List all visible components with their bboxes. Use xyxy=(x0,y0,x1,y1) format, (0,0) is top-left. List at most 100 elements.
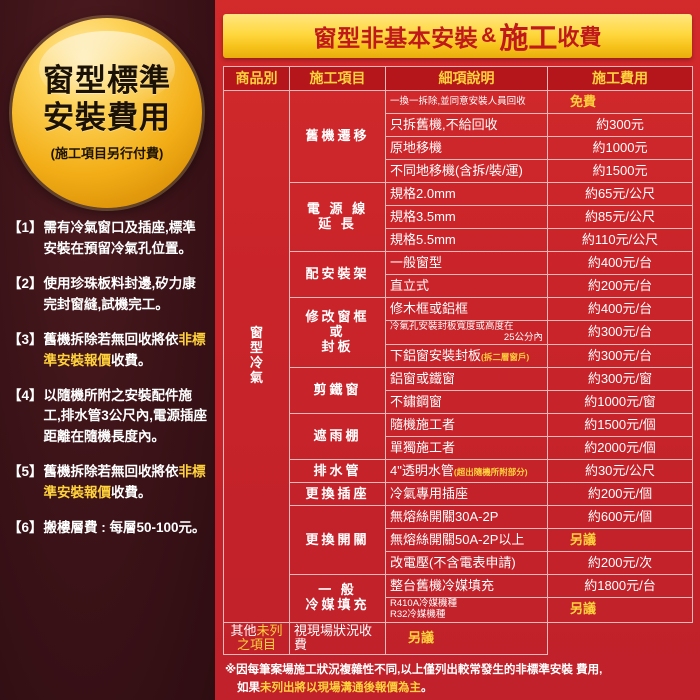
price-cell: 另議 xyxy=(547,597,693,623)
price-cell: 約400元/台 xyxy=(547,297,693,321)
price-cell: 約85元/公尺 xyxy=(547,205,693,229)
other-label-highlight: 未列之項目 xyxy=(236,622,283,653)
table-row: 直立式 約200元/台 xyxy=(224,274,693,298)
note-item-3: 【3】 舊機拆除若無回收將依非標準安裝報價收費。 xyxy=(8,330,209,372)
detail-cell: 規格5.5mm xyxy=(385,228,548,252)
detail-cell: R410A冷媒機種 R32冷媒機種 xyxy=(385,597,548,623)
note-item-5: 【5】 舊機拆除若無回收將依非標準安裝報價收費。 xyxy=(8,462,209,504)
group-label-other-items: 其他未列之項目 xyxy=(223,621,290,656)
right-panel: 窗型非基本安裝 & 施工 收費 商品別 施工項目 細項說明 施工費用 xyxy=(215,0,700,700)
group-label-mounting-bracket: 配安裝架 xyxy=(289,251,386,298)
table-row: 排水管 4"透明水管(超出隨機所附部分) 約30元/公尺 xyxy=(224,459,693,484)
detail-line-2: R32冷媒機種 xyxy=(390,608,446,620)
detail-line-2: 25公分內 xyxy=(503,331,543,343)
footnote-line-2: 如果未列出將以現場溝通後報價為主。 xyxy=(225,680,690,698)
table-row: R410A冷媒機種 R32冷媒機種 另議 xyxy=(224,597,693,623)
detail-tag: (拆二層窗戶) xyxy=(481,351,530,362)
table-row: 配安裝架 一般窗型 約400元/台 xyxy=(224,251,693,298)
table-row: 修改窗框 或 封板 修木框或鋁框 約400元/台 xyxy=(224,296,693,369)
badge-subtitle: (施工項目另行付費) xyxy=(50,145,164,161)
product-label-char-1: 窗 xyxy=(249,325,263,341)
table-row: 改電壓(不含電表申請) 約200元/次 xyxy=(224,551,693,576)
note-text: 搬樓層費 : 每層50-100元。 xyxy=(43,520,206,536)
title-part-b: 施工 xyxy=(499,23,558,55)
note-number: 【4】 xyxy=(8,387,43,403)
detail-cell: 冷氣孔安裝封板寬度或高度在 25公分內 xyxy=(385,319,548,346)
price-cell: 約200元/次 xyxy=(547,551,693,576)
table-row: 無熔絲開關50A-2P以上 另議 xyxy=(224,528,693,553)
price-cell: 約1000元 xyxy=(547,136,693,160)
group-label-power-cord-extension: 電 源 線 延 長 xyxy=(289,182,386,252)
group-label-cut-iron-window: 剪鐵窗 xyxy=(289,367,386,415)
detail-cell: 視現場狀況收費 xyxy=(289,621,386,656)
detail-cell: 不鏽鋼窗 xyxy=(385,390,548,415)
price-cell: 約400元/台 xyxy=(547,251,693,275)
note-number: 【2】 xyxy=(8,275,43,291)
standard-install-badge: 窗型標準 安裝費用 (施工項目另行付費) xyxy=(12,18,202,208)
badge-line-1: 窗型標準 xyxy=(43,63,171,99)
note-text-post: 收費。 xyxy=(111,485,152,501)
note-text-post: 收費。 xyxy=(111,352,152,368)
table-row: 遮雨棚 隨機施工者 約1500元/個 xyxy=(224,413,693,461)
note-number: 【3】 xyxy=(8,331,43,347)
detail-cell: 原地移機 xyxy=(385,136,548,160)
footnote-pre: 如果 xyxy=(237,682,260,695)
price-cell: 約2000元/個 xyxy=(547,436,693,461)
price-cell: 另議 xyxy=(547,528,693,553)
note-text: 需有冷氣窗口及插座,標準安裝在預留冷氣孔位置。 xyxy=(43,220,196,256)
group-label-refrigerant-fill: 一 般 冷媒填充 xyxy=(289,574,386,623)
price-cell: 約200元/個 xyxy=(547,482,693,507)
group-label-line-2: 冷媒填充 xyxy=(305,597,370,613)
group-label-replace-breaker: 更換開關 xyxy=(289,505,386,576)
detail-line-1: R410A冷媒機種 xyxy=(390,598,458,610)
group-label-rain-shelter: 遮雨棚 xyxy=(289,413,386,461)
detail-text: 下鋁窗安裝封板 xyxy=(390,347,482,363)
price-cell: 約600元/個 xyxy=(547,505,693,530)
group-label-replace-socket: 更換插座 xyxy=(289,482,386,507)
note-text: 使用珍珠板料封邊,矽力康完封窗縫,試機完工。 xyxy=(43,275,196,312)
table-row: 不同地移機(含拆/裝/運) 約1500元 xyxy=(224,159,693,183)
footnote-highlight: 未列出將以現場溝通後報價為主 xyxy=(260,682,421,695)
note-text-pre: 舊機拆除若無回收將依 xyxy=(43,331,179,347)
detail-cell: 規格2.0mm xyxy=(385,182,548,206)
price-cell: 約110元/公尺 xyxy=(547,228,693,252)
product-label-char-3: 冷 xyxy=(249,355,263,371)
table-row: 原地移機 約1000元 xyxy=(224,136,693,160)
table-row: 一 般 冷媒填充 整台舊機冷媒填充 約1800元/台 xyxy=(224,574,693,623)
detail-cell: 改電壓(不含電表申請) xyxy=(385,551,548,576)
note-text: 舊機拆除若無回收將依非標準安裝報價收費。 xyxy=(44,462,209,504)
detail-cell: 整台舊機冷媒填充 xyxy=(385,574,548,599)
group-label-line-3: 封板 xyxy=(321,339,354,355)
price-cell: 約200元/台 xyxy=(547,274,693,298)
note-text-highlight: 非標準安裝報價 xyxy=(43,331,206,368)
table-row: 更換插座 冷氣專用插座 約200元/個 xyxy=(224,482,693,507)
price-cell: 約1000元/窗 xyxy=(547,390,693,415)
detail-cell: 4"透明水管(超出隨機所附部分) xyxy=(385,459,548,484)
group-label-old-unit-relocation: 舊機遷移 xyxy=(289,90,386,183)
detail-cell: 冷氣專用插座 xyxy=(385,482,548,507)
table-row: 規格5.5mm 約110元/公尺 xyxy=(224,228,693,252)
note-text: 舊機拆除若無回收將依非標準安裝報價收費。 xyxy=(44,330,209,372)
detail-cell: 一般窗型 xyxy=(385,251,548,275)
group-label-drain-pipe: 排水管 xyxy=(289,459,386,484)
left-panel: 窗型標準 安裝費用 (施工項目另行付費) 【1】 需有冷氣窗口及插座,標準安裝在… xyxy=(0,0,215,700)
group-label-line-1: 一 般 xyxy=(318,582,357,598)
product-label-cell: 窗 型 冷 氣 xyxy=(223,90,290,623)
note-text: 以隨機所附之安裝配件施工,排水管3公尺內,電源插座距離在隨機長度內。 xyxy=(43,387,208,445)
group-label-line-1: 修改窗框 xyxy=(305,309,370,325)
header-product: 商品別 xyxy=(223,66,290,91)
note-text-pre: 舊機拆除若無回收將依 xyxy=(43,464,179,480)
table-row: 電 源 線 延 長 規格2.0mm 約65元/公尺 xyxy=(224,182,693,252)
note-text-highlight: 非標準安裝報價 xyxy=(43,464,206,501)
price-cell: 免費 xyxy=(547,90,693,114)
detail-text: 4"透明水管 xyxy=(390,462,454,478)
note-item-2: 【2】 使用珍珠板料封邊,矽力康完封窗縫,試機完工。 xyxy=(8,274,209,316)
price-cell: 約1500元 xyxy=(547,159,693,183)
footnote-post: 。 xyxy=(421,682,433,695)
table-row: 剪鐵窗 鋁窗或鐵窗 約300元/窗 xyxy=(224,367,693,415)
price-cell: 約300元/台 xyxy=(547,344,693,369)
table-row: 更換開關 無熔絲開關30A-2P 約600元/個 xyxy=(224,505,693,576)
header-work-item: 施工項目 xyxy=(289,66,386,91)
price-cell: 約300元/窗 xyxy=(547,367,693,392)
detail-cell: 不同地移機(含拆/裝/運) xyxy=(385,159,548,183)
